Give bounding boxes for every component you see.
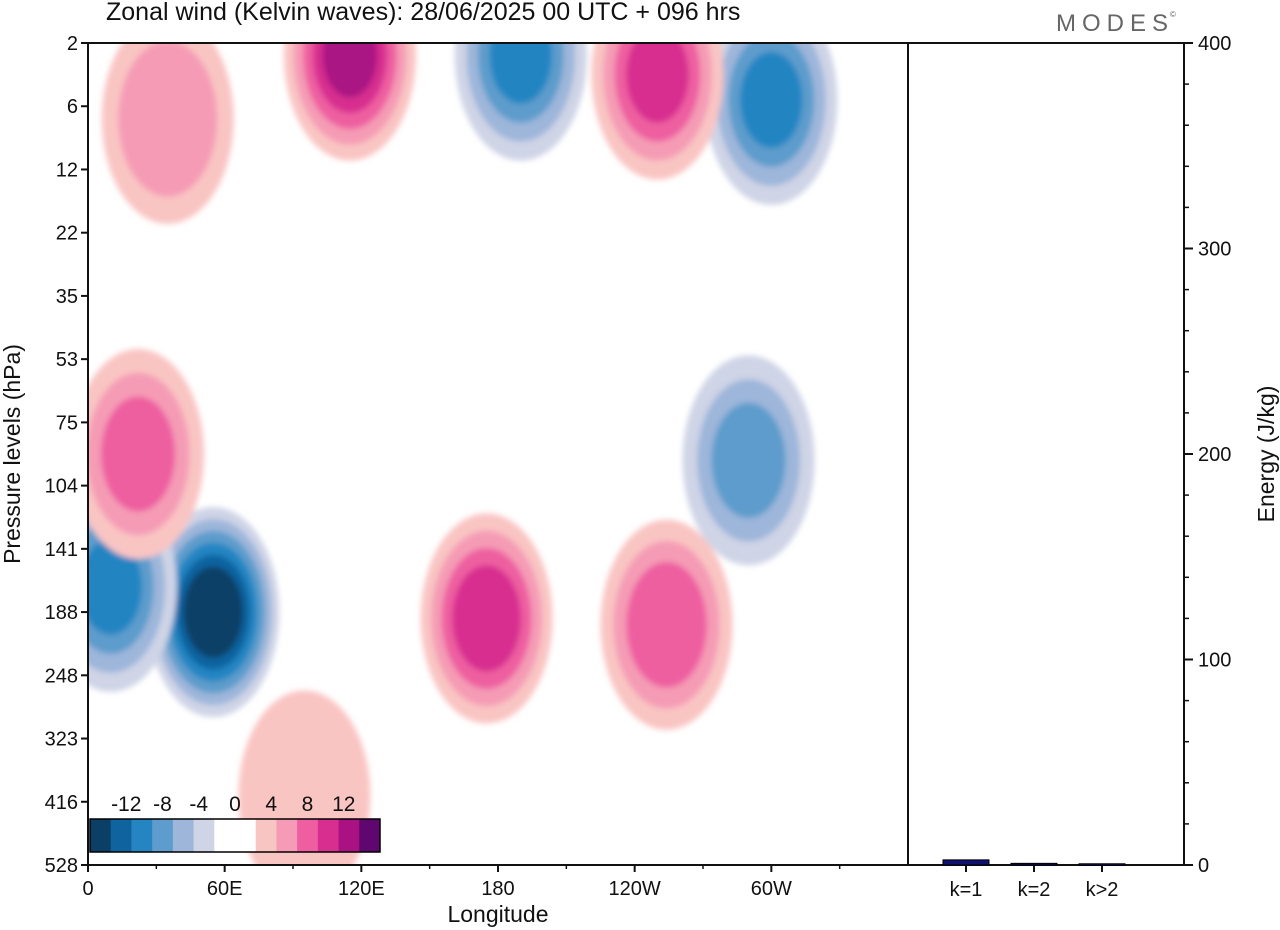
- energy-frame: [907, 42, 1185, 866]
- x-tick-label: 120E: [338, 878, 385, 900]
- colorbar-label: -8: [153, 793, 172, 816]
- brand-mark: ©: [1170, 10, 1176, 19]
- energy-tick-label: 300: [1198, 239, 1231, 261]
- colorbar-label: 0: [229, 793, 241, 816]
- heat-feature-6: [454, 43, 587, 161]
- colorbar-swatch: [152, 819, 174, 852]
- x-tick-label: 180: [481, 878, 514, 900]
- colorbar-swatch: [276, 819, 298, 852]
- heat-feature-2: [88, 349, 205, 559]
- heat-feature-9: [591, 43, 724, 180]
- energy-category-label: k>2: [1086, 879, 1119, 901]
- heat-feature-5: [682, 355, 815, 566]
- energy-tick-label: 200: [1198, 444, 1231, 466]
- colorbar-label: 8: [302, 793, 314, 816]
- y-tick-label: 75: [56, 412, 78, 434]
- colorbar-swatch: [235, 819, 257, 852]
- chart-title: Zonal wind (Kelvin waves): 28/06/2025 00…: [106, 0, 741, 26]
- y-tick-label: 188: [45, 602, 78, 624]
- energy-category-label: k=1: [950, 879, 983, 901]
- colorbar-swatch: [131, 819, 153, 852]
- heat-feature-10: [101, 43, 234, 224]
- energy-tick-label: 0: [1198, 855, 1209, 877]
- heatmap-contours: [88, 43, 838, 865]
- x-tick-label: 120W: [609, 878, 661, 900]
- y-tick-label: 416: [45, 792, 78, 814]
- y-axis-label: Pressure levels (hPa): [0, 344, 25, 564]
- colorbar-label: 12: [332, 793, 355, 816]
- colorbar-swatch: [214, 819, 236, 852]
- heat-feature-7: [705, 43, 838, 205]
- energy-bar-k=2: [1010, 862, 1058, 866]
- y-tick-label: 35: [56, 286, 78, 308]
- modes-logo: MODES©: [1056, 10, 1176, 38]
- colorbar-border: [89, 818, 381, 853]
- energy-axis-label: Energy (J/kg): [1253, 386, 1279, 523]
- y-tick-label: 323: [45, 729, 78, 751]
- colorbar-swatch: [338, 819, 360, 852]
- x-tick-label: 60E: [207, 878, 243, 900]
- energy-bar-k=1: [942, 859, 990, 866]
- energy-category-label: k=2: [1018, 879, 1051, 901]
- heat-feature-0: [147, 507, 280, 718]
- y-tick-label: 6: [67, 96, 78, 118]
- energy-tick-label: 100: [1198, 650, 1231, 672]
- energy-bar-k>2: [1078, 863, 1126, 866]
- brand-name: MODES: [1056, 10, 1175, 37]
- colorbar-swatch: [297, 819, 319, 852]
- y-tick-label: 528: [45, 855, 78, 877]
- heat-feature-3: [420, 513, 553, 724]
- colorbar-swatch: [110, 819, 132, 852]
- y-tick-label: 53: [56, 349, 78, 371]
- colorbar-swatch: [255, 819, 277, 852]
- colorbar: -12 -8 -4 0 4 8 12: [89, 793, 381, 853]
- heat-feature-4: [600, 519, 733, 730]
- y-tick-label: 12: [56, 159, 78, 181]
- colorbar-label: -4: [189, 793, 208, 816]
- colorbar-label: -12: [111, 793, 141, 816]
- colorbar-label: 4: [265, 793, 277, 816]
- heat-feature-8: [283, 43, 416, 161]
- energy-bars: [942, 859, 1126, 866]
- y-tick-label: 104: [45, 476, 78, 498]
- energy-tick-label: 400: [1198, 33, 1231, 55]
- y-tick-label: 141: [45, 539, 78, 561]
- y-tick-label: 2: [67, 33, 78, 55]
- x-tick-label: 60W: [751, 878, 792, 900]
- colorbar-swatch: [90, 819, 112, 852]
- x-axis-label: Longitude: [447, 901, 548, 927]
- colorbar-swatch: [172, 819, 195, 852]
- colorbar-swatch: [193, 819, 215, 852]
- y-tick-label: 22: [56, 223, 78, 245]
- colorbar-swatch: [359, 819, 381, 852]
- y-tick-label: 248: [45, 665, 78, 687]
- colorbar-swatch: [317, 819, 340, 852]
- x-tick-label: 0: [82, 878, 93, 900]
